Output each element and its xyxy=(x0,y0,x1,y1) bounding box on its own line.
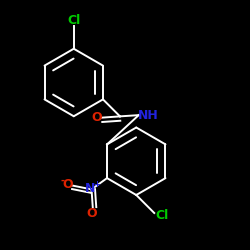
Text: +: + xyxy=(94,180,100,189)
Text: N: N xyxy=(85,182,96,194)
Text: O: O xyxy=(86,207,97,220)
Text: Cl: Cl xyxy=(155,209,168,222)
Text: Cl: Cl xyxy=(67,14,80,26)
Text: O: O xyxy=(91,111,102,124)
Text: NH: NH xyxy=(138,108,158,122)
Text: -: - xyxy=(60,176,64,186)
Text: O: O xyxy=(62,178,72,191)
